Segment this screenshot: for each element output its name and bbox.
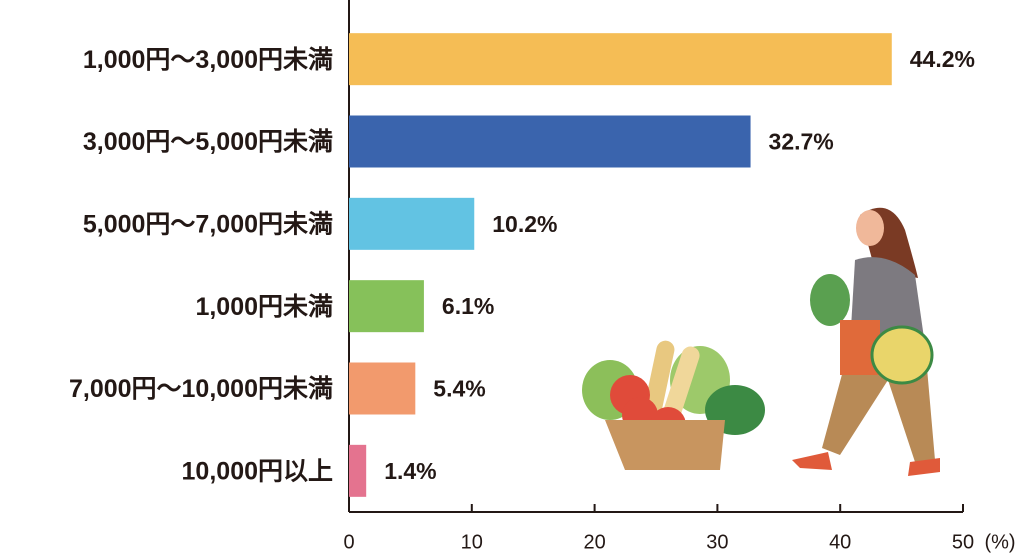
x-tick-label: 40 xyxy=(829,531,851,553)
value-label: 44.2% xyxy=(910,46,975,72)
bar xyxy=(349,280,424,333)
value-label: 10.2% xyxy=(492,211,557,237)
bar xyxy=(349,362,416,415)
illustration-basket xyxy=(582,340,765,470)
y-tick-label: 3,000円～5,000円未満 xyxy=(83,128,333,156)
x-tick-label: 20 xyxy=(583,531,605,553)
y-tick-label: 1,000円～3,000円未満 xyxy=(83,46,333,74)
value-label: 1.4% xyxy=(384,458,436,484)
x-axis-unit: (%) xyxy=(984,531,1015,553)
bar xyxy=(349,444,367,497)
x-tick-label: 30 xyxy=(706,531,728,553)
y-tick-label: 7,000円～10,000円未満 xyxy=(69,375,333,403)
value-label: 5.4% xyxy=(433,376,485,402)
y-tick-label: 5,000円～7,000円未満 xyxy=(83,210,333,238)
illustration-woman xyxy=(792,207,940,476)
value-label: 32.7% xyxy=(769,129,834,155)
x-tick-label: 0 xyxy=(343,531,354,553)
x-tick-label: 50 xyxy=(952,531,974,553)
bar xyxy=(349,115,751,168)
bar xyxy=(349,33,892,86)
y-tick-label: 1,000円未満 xyxy=(195,293,333,321)
bar xyxy=(349,197,475,250)
y-tick-label: 10,000円以上 xyxy=(182,457,333,485)
value-label: 6.1% xyxy=(442,293,494,319)
x-tick-label: 10 xyxy=(461,531,483,553)
